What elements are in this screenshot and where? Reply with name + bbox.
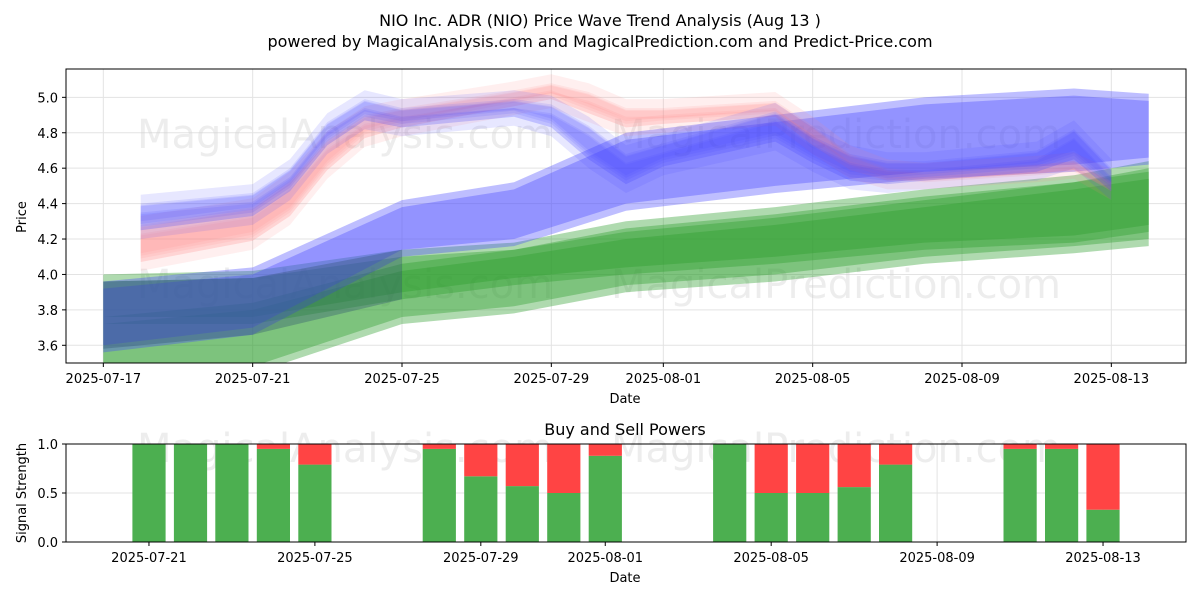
sell-bar <box>588 444 622 456</box>
green-wave-band <box>103 161 1149 324</box>
blue-wave-band <box>103 95 1149 346</box>
buy-bar <box>796 493 830 542</box>
x-tick-label: 2025-07-25 <box>277 551 353 566</box>
blue-wave-band <box>140 108 1112 227</box>
x-tick-label: 2025-07-17 <box>66 372 142 387</box>
sell-bar <box>547 444 581 493</box>
x-tick-label: 2025-08-09 <box>924 372 1000 387</box>
x-tick-label: 2025-07-29 <box>514 372 590 387</box>
y-tick-label: 0.0 <box>37 536 58 551</box>
overlap-band <box>103 249 403 349</box>
bottom-chart-title: Buy and Sell Powers <box>544 420 706 439</box>
green-wave-band <box>103 168 1149 317</box>
buy-bar <box>837 487 871 542</box>
x-tick-label: 2025-07-21 <box>111 551 187 566</box>
blue-wave-band <box>103 88 1149 353</box>
sell-bar <box>796 444 830 493</box>
x-tick-label: 2025-08-05 <box>775 372 851 387</box>
buy-bar <box>754 493 788 542</box>
buy-bar <box>1003 448 1037 542</box>
y-tick-label: 5.0 <box>37 91 58 106</box>
x-tick-label: 2025-07-25 <box>364 372 440 387</box>
sell-bar <box>1045 444 1079 449</box>
blue-wave-band <box>140 108 1112 222</box>
x-tick-label: 2025-08-13 <box>1065 551 1141 566</box>
y-tick-label: 4.6 <box>37 162 58 177</box>
sell-bar <box>1003 444 1037 449</box>
blue-wave-band <box>140 100 1112 231</box>
x-tick-label: 2025-08-05 <box>733 551 809 566</box>
y-tick-label: 4.4 <box>37 198 58 213</box>
x-tick-label: 2025-07-29 <box>443 551 519 566</box>
x-tick-label: 2025-08-01 <box>626 372 702 387</box>
bottom-x-axis-label: Date <box>609 571 640 586</box>
red-wave-band <box>140 90 1112 254</box>
red-wave-band <box>140 84 1112 263</box>
sell-bar <box>1086 444 1120 510</box>
sell-bar <box>464 444 498 477</box>
y-tick-label: 4.0 <box>37 268 58 283</box>
buy-bar <box>256 448 290 542</box>
chart-title: NIO Inc. ADR (NIO) Price Wave Trend Anal… <box>379 11 821 30</box>
buy-bar <box>298 464 332 542</box>
sell-bar <box>879 444 913 465</box>
y-tick-label: 1.0 <box>37 438 58 453</box>
red-wave-band <box>140 85 1112 256</box>
buy-sell-panel: MagicalAnalysis.com MagicalPrediction.com… <box>37 426 1187 566</box>
x-tick-label: 2025-08-13 <box>1074 372 1150 387</box>
sell-bar <box>837 444 871 488</box>
buy-bar <box>879 464 913 542</box>
y-tick-label: 3.6 <box>37 339 58 354</box>
green-wave-band <box>103 178 1149 363</box>
buy-bar <box>505 486 539 542</box>
buy-bar <box>713 444 747 542</box>
buy-bar <box>547 493 581 542</box>
buy-bar <box>173 444 208 542</box>
x-tick-label: 2025-08-09 <box>899 551 975 566</box>
watermark-text: MagicalAnalysis.com <box>137 112 553 158</box>
watermark-text: MagicalPrediction.com <box>611 112 1061 158</box>
blue-wave-band <box>140 99 1112 239</box>
x-tick-label: 2025-08-01 <box>567 551 643 566</box>
buy-bar <box>215 444 249 542</box>
watermark-text: MagicalAnalysis.com <box>137 262 553 308</box>
buy-bar <box>1086 509 1120 542</box>
green-wave-band <box>103 171 1149 363</box>
wave-bands <box>103 74 1149 363</box>
buy-bar <box>464 476 498 542</box>
top-axes-frame <box>65 68 1187 364</box>
y-tick-label: 4.8 <box>37 127 58 142</box>
top-x-axis-label: Date <box>609 392 640 407</box>
top-y-axis-label: Price <box>15 201 30 233</box>
price-wave-panel: MagicalAnalysis.com MagicalPrediction.com… <box>37 68 1187 387</box>
bottom-y-axis-label: Signal Strength <box>15 443 30 543</box>
sell-bar <box>422 444 456 449</box>
chart-subtitle: powered by MagicalAnalysis.com and Magic… <box>267 32 932 51</box>
buy-bar <box>588 455 622 542</box>
sell-bar <box>754 444 788 493</box>
y-tick-label: 4.2 <box>37 233 58 248</box>
watermark-text: MagicalPrediction.com <box>611 262 1061 308</box>
red-wave-band <box>140 74 1112 262</box>
blue-wave-band <box>140 90 1112 231</box>
watermark-text: MagicalPrediction.com <box>611 426 1061 472</box>
buy-bar <box>1045 448 1079 542</box>
buy-bar <box>422 448 456 542</box>
y-tick-label: 3.8 <box>37 304 58 319</box>
sell-bar <box>298 444 332 465</box>
blue-wave-band <box>140 101 1112 224</box>
buy-bar <box>132 444 166 542</box>
y-tick-label: 0.5 <box>37 487 58 502</box>
sell-bar <box>505 444 539 487</box>
x-tick-label: 2025-07-21 <box>215 372 291 387</box>
red-wave-band <box>140 83 1112 271</box>
sell-bar <box>256 444 290 449</box>
